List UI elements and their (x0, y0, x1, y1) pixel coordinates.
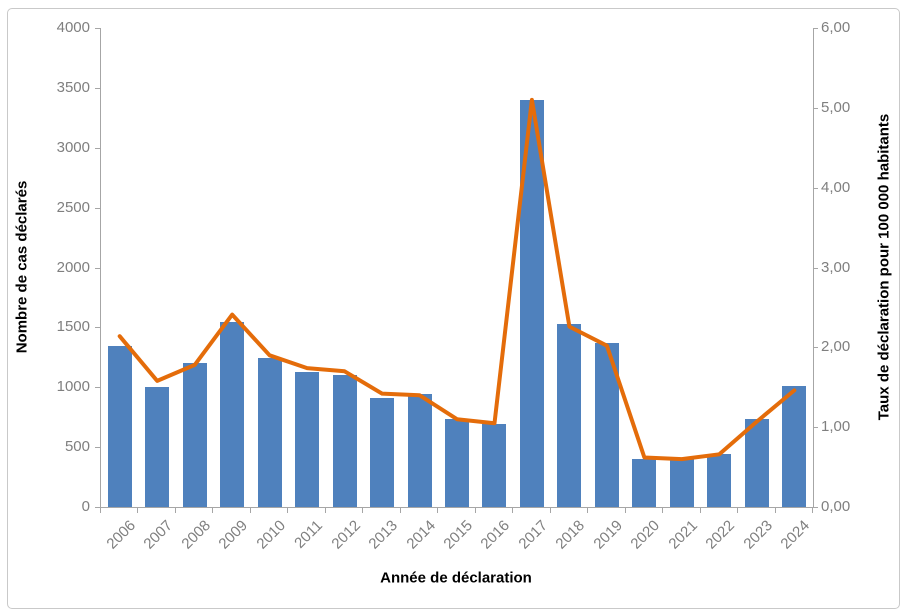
right-axis-tickmark (813, 347, 818, 349)
bar-2022 (707, 454, 732, 507)
x-axis-tickmark (662, 508, 664, 513)
x-axis-tickmark (699, 508, 701, 513)
x-axis-tickmark (324, 508, 326, 513)
left-axis-tickmark (95, 87, 100, 89)
bar-2009 (220, 321, 245, 507)
left-axis-tick-label: 1500 (56, 318, 90, 336)
x-axis-tickmark (362, 508, 364, 513)
x-axis-tickmark (587, 508, 589, 513)
right-axis-tick-label: 4,00 (821, 178, 851, 196)
x-axis-tickmark (774, 508, 776, 513)
x-axis-tickmark (437, 508, 439, 513)
bar-2015 (445, 418, 469, 507)
x-axis-tickmark (474, 508, 476, 513)
x-axis-tickmark (549, 508, 551, 513)
bar-2023 (744, 418, 769, 507)
right-axis-tickmark (813, 427, 818, 429)
left-axis-tick-label: 2000 (56, 258, 90, 276)
left-axis-tickmark (95, 387, 100, 389)
bar-2011 (295, 372, 320, 507)
left-axis-tick-label: 3000 (56, 138, 90, 156)
rate-line-layer (117, 97, 797, 462)
bar-2008 (182, 363, 207, 507)
left-axis-tick-label: 500 (64, 438, 90, 456)
bar-2010 (257, 357, 282, 507)
bar-2018 (557, 323, 582, 507)
left-axis-tick-label: 0 (81, 498, 90, 515)
bar-2007 (145, 386, 170, 507)
bar-2021 (669, 459, 694, 507)
x-axis-tickmark (737, 508, 739, 513)
right-axis-tick-label: 1,00 (821, 418, 851, 436)
right-axis-tickmark (813, 28, 818, 29)
left-axis-tick-label: 1000 (56, 378, 90, 396)
bar-2006 (107, 345, 132, 507)
bar-2014 (407, 394, 432, 507)
left-axis-tickmark (95, 327, 100, 329)
bar-2012 (332, 375, 357, 507)
right-axis-tick-label: 3,00 (821, 258, 851, 276)
x-axis-tickmark (137, 508, 139, 513)
x-axis-tickmark (287, 508, 289, 513)
right-axis-tickmark (813, 107, 818, 109)
right-axis-tickmark (813, 507, 818, 508)
plot-area (100, 28, 814, 508)
right-axis-tick-label: 5,00 (821, 98, 851, 116)
left-axis-tick-label: 2500 (56, 198, 90, 216)
x-axis-tickmark (512, 508, 514, 513)
x-axis-tickmark (399, 508, 401, 513)
x-axis-tickmark (212, 508, 214, 513)
left-axis-tick-label: 3500 (56, 78, 90, 96)
left-axis-tickmark (95, 267, 100, 269)
x-axis-tickmark (812, 508, 813, 513)
left-axis-tick-label: 4000 (56, 19, 90, 36)
x-axis-tickmark (174, 508, 176, 513)
left-axis-tickmark (95, 147, 100, 149)
right-axis-tickmark (813, 187, 818, 189)
left-axis-tickmark (95, 207, 100, 209)
left-axis-tickmark (95, 28, 100, 29)
right-axis-tickmark (813, 267, 818, 269)
chart-frame (7, 8, 900, 609)
right-axis-tick-label: 6,00 (821, 19, 851, 36)
left-axis-tickmark (95, 507, 100, 508)
x-axis-tickmark (624, 508, 626, 513)
rate-line (117, 97, 797, 462)
right-axis-tick-label: 2,00 (821, 338, 851, 356)
bar-2020 (632, 458, 657, 507)
x-axis-tickmark (100, 508, 101, 513)
bar-2016 (482, 424, 507, 507)
bar-2024 (782, 385, 807, 507)
right-axis-tick-label: 0,00 (821, 498, 851, 515)
x-axis-tickmark (249, 508, 251, 513)
bar-2013 (370, 397, 395, 507)
left-axis-tickmark (95, 447, 100, 449)
x-axis-title: Année de déclaration (380, 569, 532, 587)
